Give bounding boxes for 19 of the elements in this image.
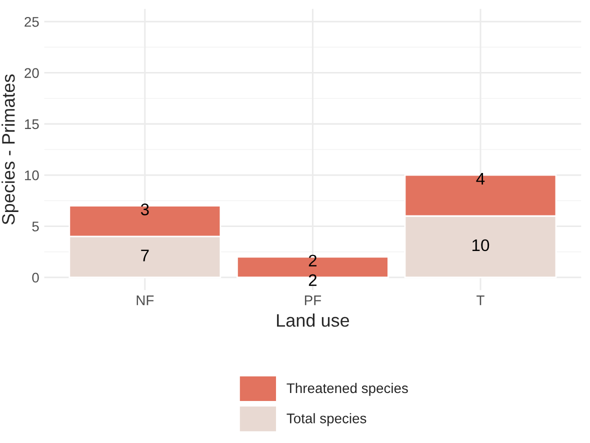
y-tick-label: 20	[24, 68, 39, 78]
total-label: 7	[141, 250, 149, 262]
legend-label: Total species	[286, 413, 366, 426]
y-tick-label: 0	[32, 272, 39, 283]
data-label: 4	[476, 173, 485, 185]
x-tick-label: NF	[136, 296, 154, 306]
data-label: 3	[140, 204, 149, 216]
y-tick-label: 15	[25, 119, 39, 130]
legend-label: Threatened species	[286, 382, 408, 396]
y-tick-label: 5	[32, 222, 39, 232]
x-axis-title: Land use	[277, 314, 350, 327]
y-tick-label: 10	[25, 170, 39, 180]
total-label: 10	[472, 239, 490, 252]
data-label: 2	[308, 254, 316, 266]
y-axis-title: Species - Primates	[2, 74, 18, 224]
y-tick-label: 25	[24, 16, 39, 27]
x-tick-label: T	[476, 296, 484, 306]
x-tick-label: PF	[304, 296, 322, 306]
total-label: 2	[308, 274, 316, 286]
